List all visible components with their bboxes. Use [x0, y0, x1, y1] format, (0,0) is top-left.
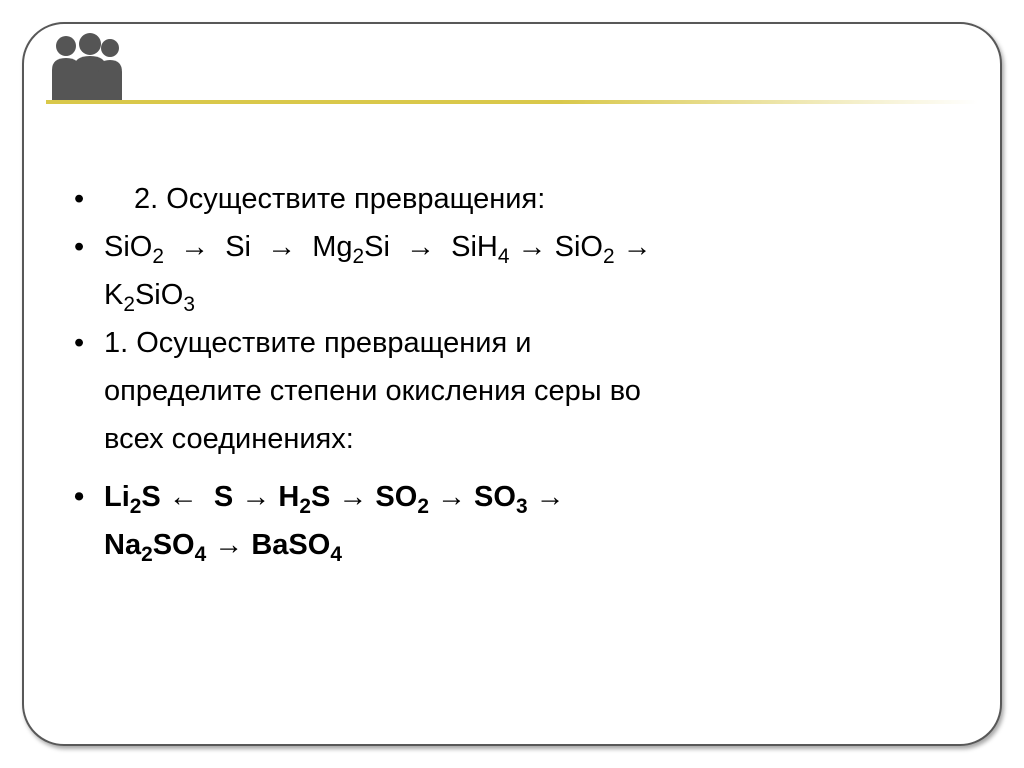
text-line: K2SiO3	[68, 274, 956, 316]
text-line: всех соединениях:	[68, 418, 956, 460]
slide-body: 2. Осуществите превращения: SiO2 → Si → …	[68, 178, 956, 572]
text-line: SiO2 → Si → Mg2Si → SiH4 → SiO2 →	[68, 226, 956, 268]
people-silhouette-icon	[42, 30, 132, 100]
text-line: Li2S ← S → H2S → SO2 → SO3 →	[68, 476, 956, 518]
text-line: определите степени окисления серы во	[68, 370, 956, 412]
text-line: 2. Осуществите превращения:	[68, 178, 956, 220]
text-line: Na2SO4 → BaSO4	[68, 524, 956, 566]
header-divider	[46, 100, 978, 104]
slide: 2. Осуществите превращения: SiO2 → Si → …	[0, 0, 1024, 768]
text-line: 1. Осуществите превращения и	[68, 322, 956, 364]
